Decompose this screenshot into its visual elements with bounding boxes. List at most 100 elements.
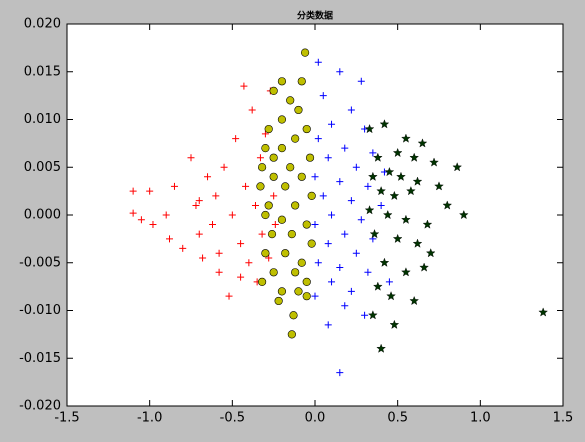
star-point <box>373 281 383 291</box>
plus-point <box>245 259 253 267</box>
circle-point <box>256 182 265 191</box>
plus-point <box>187 154 195 162</box>
plus-point <box>352 163 360 171</box>
plot-area <box>67 24 563 406</box>
plus-point <box>261 130 269 138</box>
plus-point <box>256 154 264 162</box>
circle-point <box>277 287 287 296</box>
plus-point <box>364 268 372 276</box>
circle-point <box>302 292 311 301</box>
plus-point <box>265 254 273 262</box>
star-point <box>379 119 390 129</box>
plus-point <box>336 178 344 186</box>
plus-point <box>195 197 203 205</box>
plus-point <box>324 240 332 248</box>
circle-point <box>286 163 295 172</box>
circle-point <box>269 172 278 181</box>
circle-point <box>261 249 270 258</box>
star-point <box>364 205 375 215</box>
circle-point <box>287 330 296 339</box>
circle-point <box>302 220 311 229</box>
star-point <box>442 200 453 210</box>
plus-point <box>170 182 178 190</box>
plus-point <box>324 321 332 329</box>
plus-point <box>149 221 157 229</box>
circle-point <box>297 172 306 181</box>
chart-title: 分类数据 <box>297 10 333 22</box>
circle-point <box>269 268 278 277</box>
plus-point <box>357 77 365 85</box>
plus-point <box>364 182 372 190</box>
y-tick-label: 0.005 <box>24 160 61 175</box>
plus-point <box>240 82 248 90</box>
star-point <box>412 176 423 186</box>
circle-point <box>297 258 306 267</box>
circle-point <box>277 215 287 224</box>
plus-point <box>179 244 187 252</box>
circle-point <box>277 144 287 153</box>
plus-point <box>162 211 170 219</box>
star-point <box>429 157 439 167</box>
star-point <box>368 171 378 181</box>
circle-point <box>307 191 316 200</box>
star-point <box>409 295 420 306</box>
star-point <box>386 291 396 301</box>
plus-point <box>220 163 228 171</box>
circle-point <box>286 96 295 105</box>
circle-point <box>307 239 316 248</box>
plus-point <box>328 120 336 128</box>
y-tick-label: -0.015 <box>19 351 61 366</box>
x-tick-label: 1.5 <box>553 411 574 426</box>
star-point <box>368 310 378 320</box>
plus-point <box>271 221 279 229</box>
plus-point <box>336 68 344 76</box>
circle-point <box>264 124 273 134</box>
y-tick-label: 0.015 <box>24 64 61 79</box>
plus-point <box>232 135 240 143</box>
plus-point <box>352 249 360 257</box>
circle-point <box>287 230 296 239</box>
star-point <box>401 214 411 224</box>
star-point <box>409 152 420 162</box>
plus-point <box>270 192 278 200</box>
star-point <box>382 209 393 220</box>
circle-point <box>291 268 300 277</box>
star-point <box>379 257 390 267</box>
plus-point <box>129 209 137 217</box>
plus-point <box>385 278 393 286</box>
plus-point <box>341 230 349 238</box>
star-point <box>434 181 444 191</box>
circle-point <box>269 153 278 162</box>
x-tick-label: -1.5 <box>54 411 79 426</box>
circle-point <box>269 86 278 95</box>
circle-point <box>291 134 300 143</box>
circle-point <box>257 163 267 172</box>
plus-point <box>311 292 319 300</box>
plus-point <box>336 369 344 377</box>
star-point <box>376 343 386 353</box>
plot-frame <box>66 23 564 407</box>
plus-point <box>328 278 336 286</box>
plus-point <box>314 259 322 267</box>
circle-point <box>302 277 311 286</box>
plus-point <box>361 311 369 319</box>
circle-point <box>267 230 277 239</box>
plus-point <box>319 92 327 100</box>
star-point <box>389 319 400 329</box>
plus-point <box>347 287 355 295</box>
star-point <box>384 166 395 177</box>
circle-point <box>294 287 303 296</box>
plus-point <box>199 254 207 262</box>
circle-point <box>281 249 290 258</box>
plus-point <box>347 106 355 114</box>
circle-point <box>302 124 311 134</box>
plus-point <box>146 187 154 195</box>
plus-point <box>225 292 233 300</box>
y-tick-label: 0.000 <box>24 208 61 223</box>
plus-point <box>314 58 322 66</box>
star-point <box>452 162 463 172</box>
x-tick-label: 0.5 <box>387 411 408 426</box>
star-point <box>389 190 400 201</box>
